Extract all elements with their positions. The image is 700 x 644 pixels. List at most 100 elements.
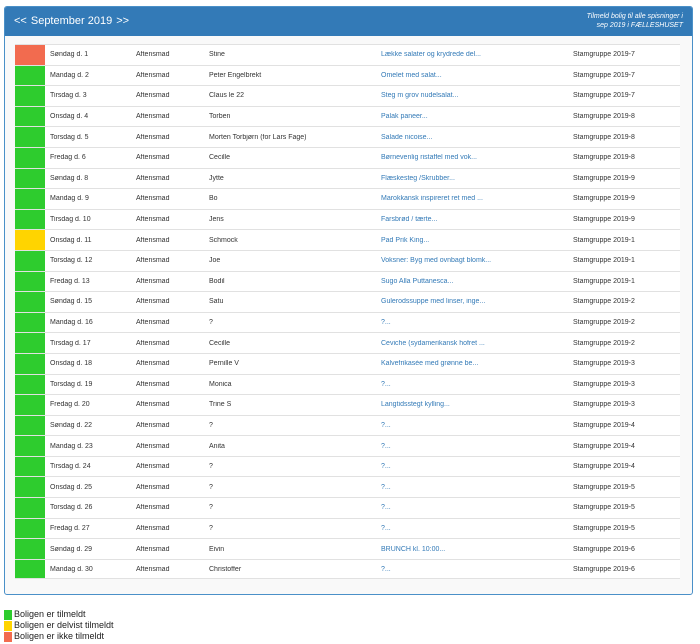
- table-row: Onsdag d. 4 Aftensmad Torben Palak paneer..…: [15, 105, 680, 127]
- host-cell: Bodil: [209, 277, 225, 285]
- menu-link[interactable]: Sugo Alla Puttanesca...: [381, 277, 454, 285]
- meal-type-cell: Aftensmad: [136, 401, 170, 409]
- enroll-all-link[interactable]: Tilmeld bolig til alle spisninger i sep …: [543, 13, 683, 30]
- menu-link[interactable]: Farsbrød / tærte...: [381, 216, 438, 224]
- table-row: Mandag d. 2 Aftensmad Peter Engelbrekt Omel…: [15, 64, 680, 86]
- status-swatch: [15, 168, 45, 189]
- menu-link[interactable]: ?...: [381, 442, 391, 450]
- status-swatch: [15, 498, 45, 518]
- group-cell: Stamgruppe 2019-8: [573, 113, 635, 121]
- table-row: Onsdag d. 11 Aftensmad Schmock Pad Prik Kin…: [15, 229, 680, 250]
- table-row: Søndag d. 15 Aftensmad Satu Gulerodssuppe m…: [15, 291, 680, 312]
- group-cell: Stamgruppe 2019-9: [573, 195, 635, 203]
- date-cell: Søndag d. 15: [50, 298, 93, 306]
- date-cell: Mandag d. 16: [50, 319, 93, 327]
- table-row: Onsdag d. 18 Aftensmad Pernille V Kalvefrik…: [15, 352, 680, 374]
- menu-link[interactable]: ?...: [381, 565, 391, 573]
- group-cell: Stamgruppe 2019-2: [573, 298, 635, 306]
- date-cell: Tirsdag d. 24: [50, 463, 91, 471]
- meals-table: Søndag d. 1 Aftensmad Stine Lække salater o…: [15, 44, 680, 580]
- menu-link[interactable]: Steg m grov nudelsalat...: [381, 92, 459, 100]
- table-row: Fredag d. 13 Aftensmad Bodil Sugo Alla Putt…: [15, 270, 680, 292]
- group-cell: Stamgruppe 2019-3: [573, 401, 635, 409]
- menu-link[interactable]: Voksner: Byg med ovnbagt blomk...: [381, 257, 492, 265]
- group-cell: Stamgruppe 2019-6: [573, 545, 635, 553]
- status-legend: Boligen er tilmeldt Boligen er delvist ti…: [4, 609, 114, 642]
- menu-link[interactable]: ?...: [381, 504, 391, 512]
- table-row: Søndag d. 29 Aftensmad Eivin BRUNCH kl. 10:…: [15, 538, 680, 559]
- group-cell: Stamgruppe 2019-4: [573, 463, 635, 471]
- group-cell: Stamgruppe 2019-6: [573, 565, 635, 573]
- date-cell: Torsdag d. 26: [50, 504, 93, 512]
- meal-type-cell: Aftensmad: [136, 154, 170, 162]
- meal-type-cell: Aftensmad: [136, 51, 170, 59]
- host-cell: ?: [209, 504, 213, 512]
- table-row: Søndag d. 22 Aftensmad??... Stamgruppe 201…: [15, 414, 680, 436]
- host-cell: ?: [209, 319, 213, 327]
- group-cell: Stamgruppe 2019-4: [573, 442, 635, 450]
- date-cell: Torsdag d. 5: [50, 133, 89, 141]
- table-row: Torsdag d. 12 Aftensmad Joe Voksner: Byg me…: [15, 249, 680, 271]
- menu-link[interactable]: Ceviche (sydamerikansk hofret ...: [381, 339, 485, 347]
- date-cell: Mandag d. 30: [50, 565, 93, 573]
- group-cell: Stamgruppe 2019-7: [573, 92, 635, 100]
- menu-link[interactable]: Omelet med salat...: [381, 71, 442, 79]
- legend-swatch: [4, 631, 12, 642]
- host-cell: Cecille: [209, 154, 231, 162]
- next-month-link[interactable]: >>: [116, 15, 130, 27]
- month-title: September 2019: [30, 15, 113, 27]
- menu-link[interactable]: ?...: [381, 483, 391, 491]
- status-swatch: [15, 559, 45, 579]
- date-cell: Fredag d. 6: [50, 154, 86, 162]
- menu-link[interactable]: Flæskesteg /Skrubber...: [381, 174, 455, 182]
- menu-link[interactable]: ?...: [381, 524, 391, 532]
- table-row: Tirsdag d. 17 Aftensmad Cecille Ceviche (sy…: [15, 332, 680, 353]
- enroll-link-line-2: sep 2019 i FÆLLESHUSET: [596, 21, 683, 29]
- menu-link[interactable]: Palak paneer...: [381, 113, 428, 121]
- group-cell: Stamgruppe 2019-3: [573, 360, 635, 368]
- menu-link[interactable]: ?...: [381, 319, 391, 327]
- date-cell: Fredag d. 20: [50, 401, 90, 409]
- meal-type-cell: Aftensmad: [136, 380, 170, 388]
- host-cell: Satu: [209, 298, 224, 306]
- menu-link[interactable]: ?...: [381, 463, 391, 471]
- group-cell: Stamgruppe 2019-2: [573, 319, 635, 327]
- meal-type-cell: Aftensmad: [136, 319, 170, 327]
- status-swatch: [15, 147, 45, 168]
- menu-link[interactable]: Marokkansk inspireret ret med ...: [381, 195, 483, 203]
- menu-link[interactable]: ?...: [381, 380, 391, 388]
- status-swatch: [15, 45, 45, 65]
- table-row: Mandag d. 16 Aftensmad??... Stamgruppe 201…: [15, 311, 680, 333]
- menu-link[interactable]: ?...: [381, 421, 391, 429]
- status-swatch: [15, 230, 45, 250]
- host-cell: ?: [209, 483, 213, 491]
- meal-type-cell: Aftensmad: [136, 92, 170, 100]
- legend-swatch: [4, 620, 12, 631]
- menu-link[interactable]: Langtidsstegt kylling...: [381, 401, 450, 409]
- date-cell: Tirsdag d. 17: [50, 339, 91, 347]
- group-cell: Stamgruppe 2019-5: [573, 483, 635, 491]
- table-row: Søndag d. 8 Aftensmad Jytte Flæskesteg /Skr…: [15, 167, 680, 189]
- status-swatch: [15, 415, 45, 436]
- status-swatch: [15, 86, 45, 106]
- group-cell: Stamgruppe 2019-7: [573, 51, 635, 59]
- table-row: Mandag d. 30 Aftensmad Christoffer?... Stam…: [15, 558, 680, 580]
- menu-link[interactable]: Gulerodssuppe med linser, inge...: [381, 298, 486, 306]
- menu-link[interactable]: Salade nicoise...: [381, 133, 433, 141]
- host-cell: Cecille: [209, 339, 231, 347]
- group-cell: Stamgruppe 2019-2: [573, 339, 635, 347]
- menu-link[interactable]: BRUNCH kl. 10:00...: [381, 545, 446, 553]
- prev-month-link[interactable]: <<: [14, 15, 27, 27]
- menu-link[interactable]: Lække salater og krydrede del...: [381, 51, 481, 59]
- menu-link[interactable]: Pad Prik King...: [381, 236, 430, 244]
- date-cell: Mandag d. 9: [50, 195, 89, 203]
- date-cell: Onsdag d. 4: [50, 113, 89, 121]
- table-row: Fredag d. 27 Aftensmad??... Stamgruppe 201…: [15, 517, 680, 539]
- menu-link[interactable]: Børnevenlig ristaffel med vok...: [381, 154, 477, 162]
- date-cell: Tirsdag d. 3: [50, 92, 87, 100]
- meal-type-cell: Aftensmad: [136, 504, 170, 512]
- meal-type-cell: Aftensmad: [136, 298, 170, 306]
- date-cell: Søndag d. 29: [50, 545, 93, 553]
- menu-link[interactable]: Kalvefrikasée med grønne be...: [381, 360, 479, 368]
- meal-type-cell: Aftensmad: [136, 174, 170, 182]
